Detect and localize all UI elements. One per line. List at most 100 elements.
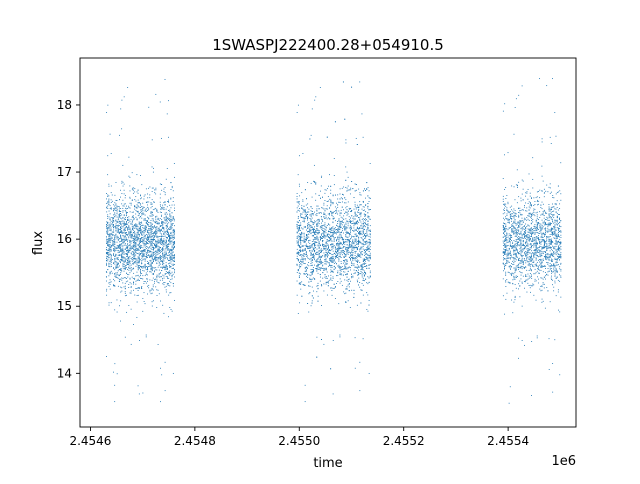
data-point: [152, 251, 154, 253]
data-point: [328, 233, 329, 235]
data-point: [106, 290, 107, 292]
data-point: [150, 212, 152, 214]
data-point: [173, 247, 175, 249]
data-point: [354, 257, 356, 259]
data-point: [141, 250, 143, 252]
data-point: [317, 268, 319, 270]
data-point: [328, 236, 329, 238]
data-point: [351, 248, 353, 250]
data-point: [123, 270, 125, 272]
data-point: [318, 194, 320, 196]
data-point: [150, 202, 152, 204]
data-point: [138, 213, 140, 214]
data-point: [343, 243, 345, 245]
data-point: [329, 227, 331, 229]
data-point: [152, 254, 154, 256]
data-point: [121, 128, 123, 130]
data-point: [115, 234, 117, 236]
data-point: [317, 244, 319, 246]
data-point: [117, 257, 119, 259]
data-point: [131, 211, 133, 213]
data-point: [109, 273, 111, 275]
data-point: [172, 283, 174, 285]
data-point: [106, 255, 108, 257]
data-point: [115, 274, 117, 276]
data-point: [311, 108, 313, 110]
data-point: [309, 247, 311, 249]
data-point: [334, 255, 336, 257]
data-point: [110, 254, 112, 256]
data-point: [297, 227, 299, 229]
data-point: [355, 240, 357, 242]
data-point: [355, 223, 357, 225]
data-point: [153, 236, 155, 238]
data-point: [129, 292, 131, 294]
data-point: [162, 244, 164, 246]
data-point: [349, 244, 350, 246]
data-point: [367, 310, 369, 312]
data-point: [135, 235, 137, 237]
data-point: [321, 260, 322, 262]
data-point: [330, 192, 332, 194]
data-point: [166, 206, 168, 208]
data-point: [124, 277, 126, 279]
data-point: [143, 250, 145, 252]
data-point: [340, 197, 342, 199]
data-point: [134, 199, 136, 201]
data-point: [303, 221, 305, 223]
data-point: [155, 245, 157, 246]
data-point: [164, 269, 166, 271]
data-point: [319, 244, 321, 246]
data-point: [151, 228, 153, 230]
data-point: [126, 272, 127, 274]
data-point: [149, 241, 151, 243]
data-point: [112, 233, 113, 235]
data-point: [355, 208, 357, 210]
data-point: [332, 194, 334, 196]
data-point: [119, 273, 121, 275]
data-point: [310, 257, 312, 259]
data-point: [138, 246, 140, 248]
data-point: [166, 232, 168, 234]
data-point: [312, 271, 314, 273]
data-point: [110, 192, 112, 194]
data-point: [116, 209, 118, 211]
data-point: [347, 278, 349, 280]
data-point: [110, 199, 112, 201]
data-point: [147, 285, 148, 287]
data-point: [156, 209, 158, 211]
data-point: [149, 260, 151, 262]
data-point: [114, 249, 116, 251]
data-point: [143, 281, 145, 282]
data-point: [369, 230, 371, 232]
data-point: [158, 261, 160, 263]
data-point: [156, 232, 158, 234]
data-point: [367, 220, 369, 222]
data-point: [149, 240, 151, 242]
data-point: [334, 298, 336, 299]
data-point: [105, 249, 107, 251]
data-point: [173, 243, 175, 245]
data-point: [116, 257, 118, 259]
data-point: [319, 268, 321, 270]
data-point: [298, 183, 300, 185]
data-point: [129, 244, 131, 246]
data-point: [152, 255, 154, 257]
data-point: [116, 258, 118, 260]
data-point: [144, 258, 146, 260]
data-point: [353, 227, 355, 229]
data-point: [297, 225, 299, 226]
data-point: [365, 265, 366, 267]
data-point: [152, 214, 154, 216]
data-point: [157, 260, 159, 262]
data-point: [107, 252, 109, 254]
data-point: [323, 224, 325, 226]
data-point: [148, 228, 150, 230]
data-point: [135, 242, 137, 243]
data-point: [345, 249, 347, 250]
data-point: [362, 269, 364, 271]
data-point: [128, 237, 130, 239]
data-point: [174, 230, 175, 232]
data-point: [363, 252, 365, 254]
data-point: [349, 307, 351, 308]
